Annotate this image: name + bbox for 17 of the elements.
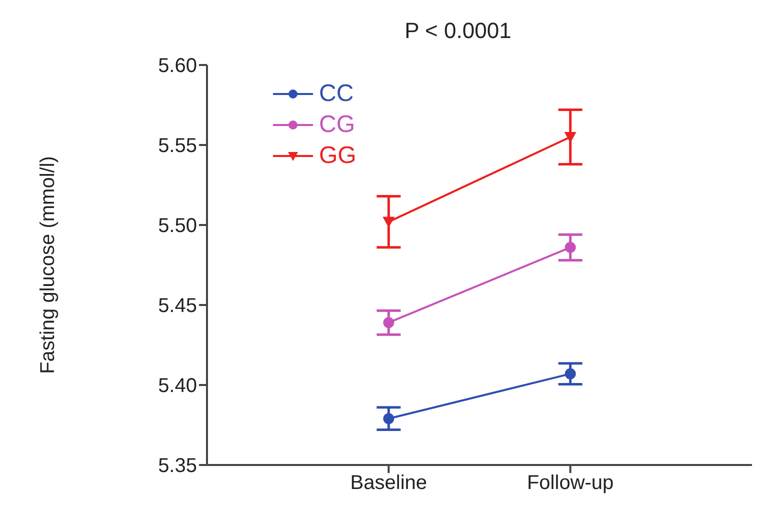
y-axis-title: Fasting glucose (mmol/l)	[37, 156, 60, 374]
point	[383, 317, 394, 328]
y-tick-label: 5.40	[158, 375, 197, 398]
point	[564, 368, 576, 380]
y-tick-label: 5.50	[158, 215, 197, 238]
point	[564, 242, 576, 253]
x-tick-label: Baseline	[350, 472, 428, 494]
chart-title: P < 0.0001	[404, 18, 512, 44]
legend-label: CG	[319, 110, 355, 138]
legend-label: GG	[319, 142, 356, 170]
y-tick-label: 5.35	[158, 455, 197, 478]
point	[383, 413, 394, 424]
legend-label: CC	[319, 80, 354, 108]
x-tick-label: Follow-up	[526, 472, 614, 494]
y-tick-label: 5.60	[158, 55, 197, 78]
y-tick-label: 5.45	[158, 295, 197, 318]
y-tick-label: 5.55	[158, 135, 197, 158]
